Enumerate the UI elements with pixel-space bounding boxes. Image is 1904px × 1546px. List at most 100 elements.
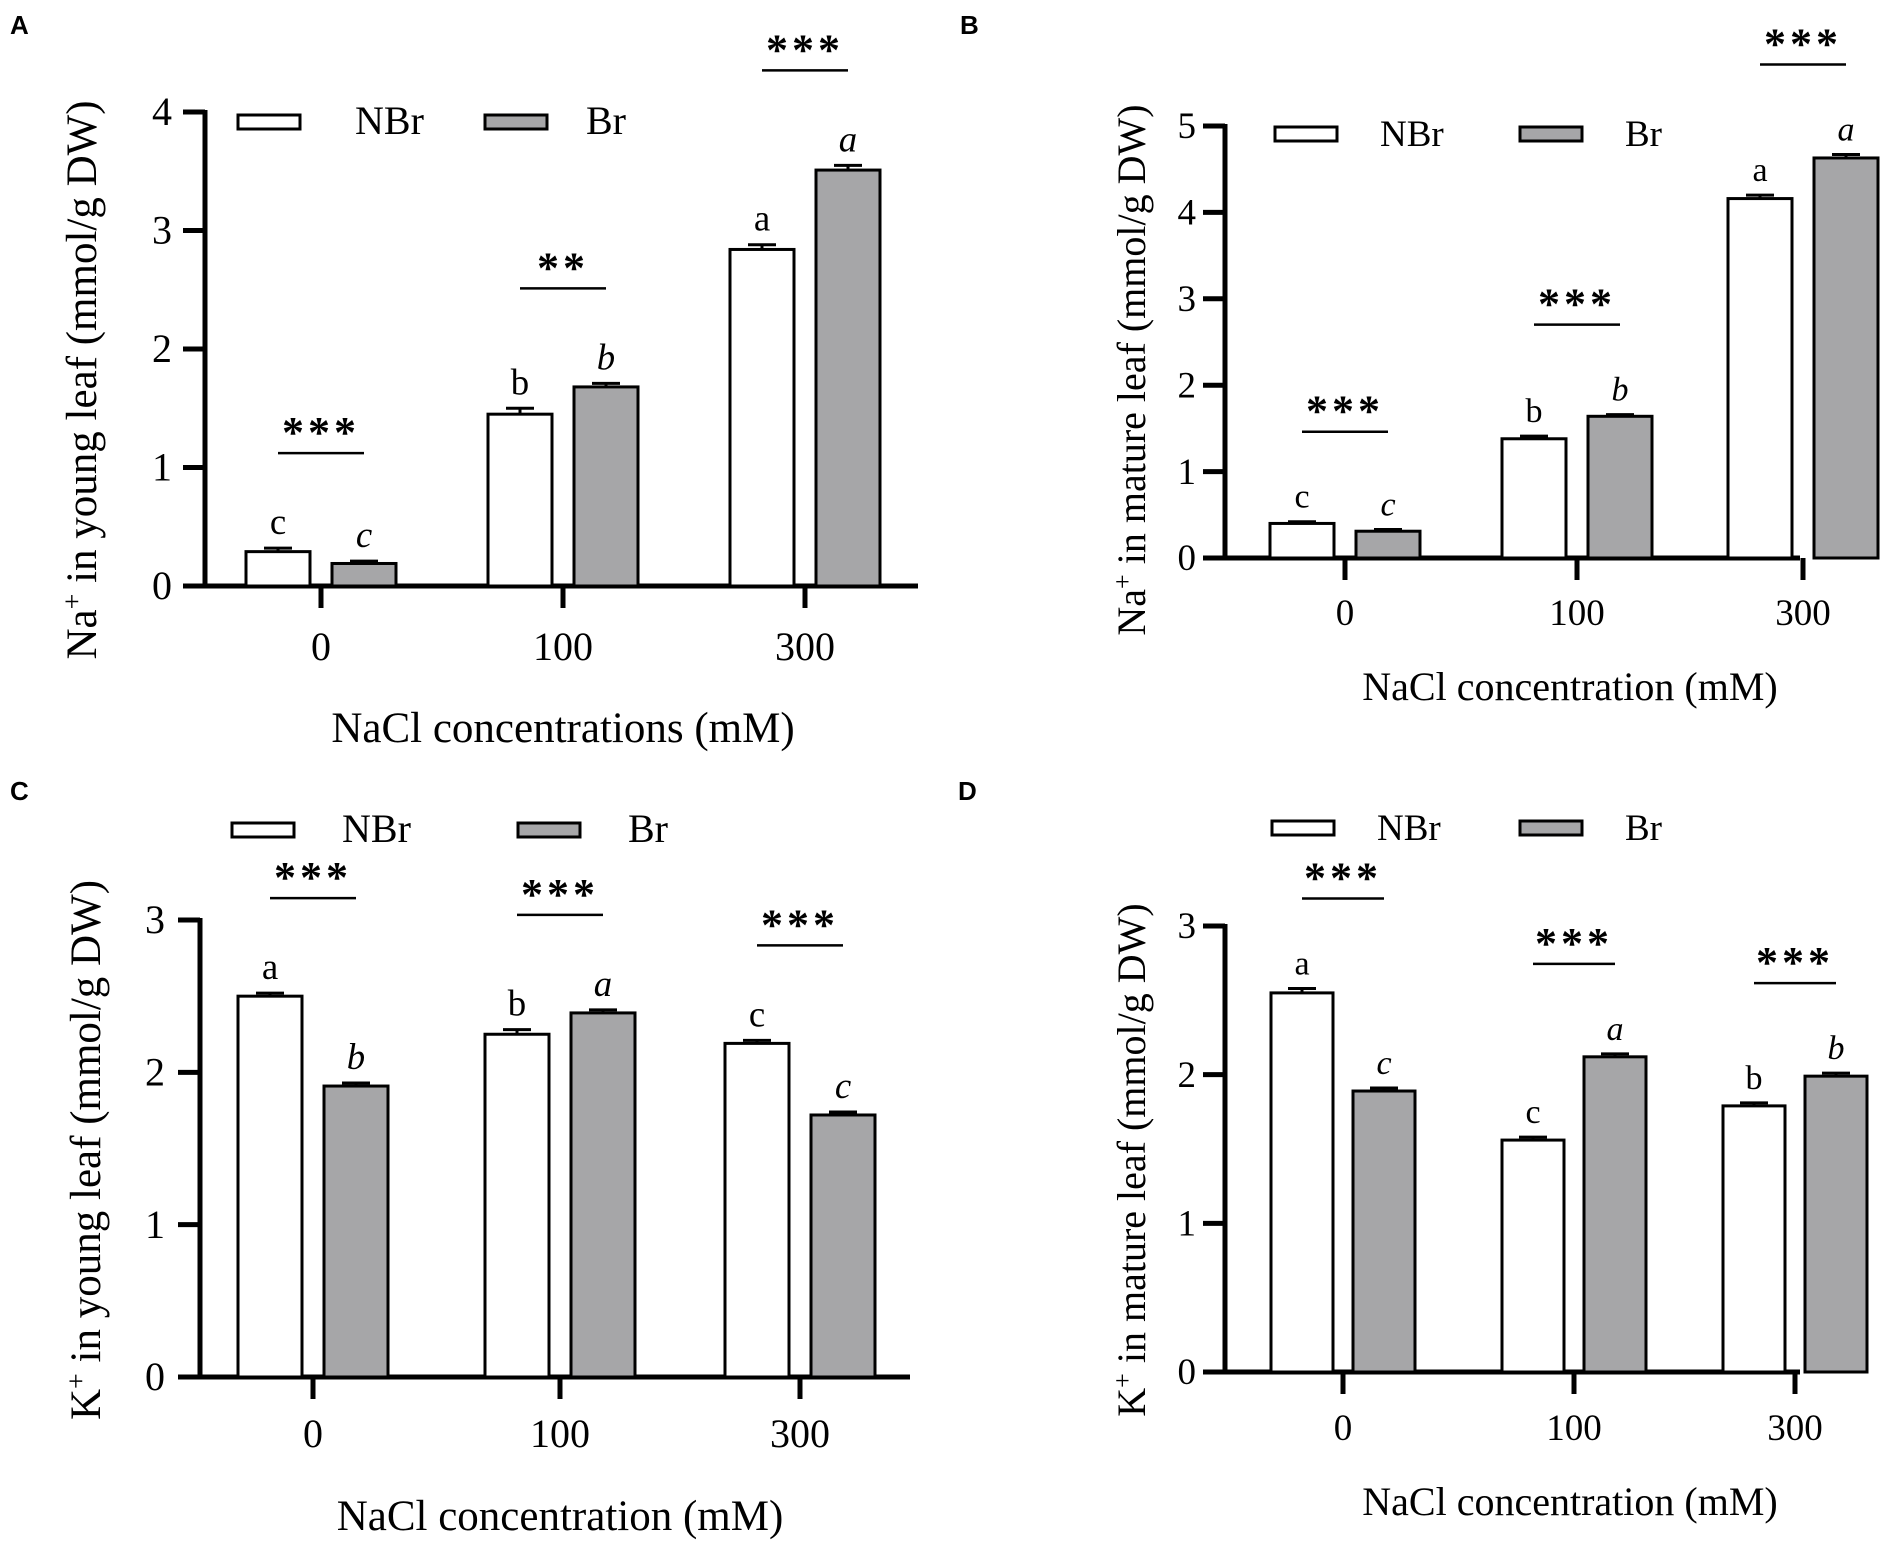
bar-br-100: [572, 385, 640, 588]
bars: a c c a b b: [1269, 945, 1869, 1374]
x-axis-label: NaCl concentration (mM): [1362, 1479, 1777, 1524]
y-tick-label: 2: [152, 326, 172, 371]
bar-nbr-0: [1269, 991, 1335, 1374]
x-tick-label: 0: [311, 624, 331, 669]
significance-letter: b: [1611, 372, 1628, 409]
y-label-superscript: +: [57, 594, 88, 610]
significance: *** *** ***: [1302, 853, 1836, 987]
y-label-ion: K: [63, 1389, 110, 1420]
panel-b: B 0 1 2 3 4 5 0 100 300 NaCl concentration (mM) Na+…: [960, 10, 1880, 709]
significance-letter: a: [1294, 945, 1309, 982]
panel-letter: A: [10, 10, 29, 40]
bar-nbr-300: [728, 247, 796, 588]
legend-label-nbr: NBr: [1380, 114, 1444, 155]
bar-br-300: [809, 1113, 877, 1379]
x-tick-label: 100: [530, 1411, 590, 1456]
y-label-rest: in mature leaf (mmol/g DW): [1109, 903, 1154, 1373]
axes: 0 1 2 3 0 100 300: [145, 897, 910, 1456]
significance-letter: a: [594, 963, 612, 1004]
significance-letter: b: [347, 1036, 365, 1077]
significance-letter: a: [1606, 1011, 1623, 1048]
significance-stars: ***: [1764, 20, 1842, 69]
y-tick-label: 1: [152, 445, 172, 490]
significance-letter: a: [1752, 152, 1767, 189]
y-axis-label: K+ in young leaf (mmol/g DW): [61, 880, 111, 1420]
panel-c: C 0 1 2 3 0 100 300 NaCl concentration (mM) K+ in…: [10, 776, 910, 1540]
significance-letter: c: [1294, 479, 1309, 516]
y-tick-label: 2: [1178, 365, 1197, 406]
bar-br-100: [1582, 1055, 1648, 1374]
legend-swatch-nbr: [1273, 125, 1339, 143]
x-tick-label: 100: [533, 624, 593, 669]
significance-letter: c: [1376, 1045, 1391, 1082]
y-label-superscript: +: [1108, 574, 1137, 589]
panel-letter: B: [960, 10, 979, 40]
significance-letter: c: [356, 514, 372, 555]
x-tick-label: 100: [1549, 593, 1605, 634]
legend: NBr Br: [230, 806, 668, 851]
significance-stars: ***: [1538, 280, 1616, 329]
panel-a: A 0 1 2 3 4 0 100 300 NaCl concentrations (mM) Na+…: [10, 10, 918, 752]
x-tick-label: 0: [1336, 593, 1355, 634]
bar-nbr-300: [1721, 1104, 1787, 1374]
legend-label-br: Br: [586, 98, 626, 143]
bar-nbr-0: [1268, 521, 1336, 560]
significance-letter: b: [508, 983, 526, 1024]
bar-br-100: [569, 1011, 637, 1379]
y-tick-label: 0: [1178, 1352, 1197, 1393]
significance-letter: c: [1380, 486, 1395, 523]
axes: 0 1 2 3 4 5 0 100 300: [1178, 106, 1831, 634]
y-tick-label: 3: [1178, 279, 1197, 320]
bar-br-0: [322, 1084, 390, 1379]
significance-letter: b: [511, 361, 529, 402]
legend-swatch-nbr: [236, 113, 302, 131]
y-tick-label: 3: [145, 897, 165, 942]
significance-letter: b: [1827, 1030, 1844, 1067]
panel-letter: C: [10, 776, 29, 806]
legend-label-br: Br: [1625, 114, 1662, 155]
y-tick-label: 1: [1178, 1204, 1197, 1245]
y-tick-label: 2: [145, 1050, 165, 1095]
significance-stars: ***: [274, 853, 352, 902]
x-tick-label: 300: [1767, 1408, 1823, 1449]
y-tick-label: 5: [1178, 106, 1197, 147]
bar-nbr-100: [486, 412, 554, 588]
bar-br-0: [330, 561, 398, 588]
x-axis-label: NaCl concentration (mM): [1362, 664, 1777, 709]
significance-stars: ***: [282, 408, 360, 457]
y-label-ion: Na: [59, 609, 106, 659]
legend-swatch-br: [1518, 125, 1584, 143]
significance-stars: ***: [766, 25, 844, 74]
y-label-superscript: +: [61, 1373, 92, 1389]
significance-letter: b: [597, 336, 615, 377]
bar-nbr-0: [244, 550, 312, 588]
significance-letter: c: [1525, 1094, 1540, 1131]
x-tick-label: 300: [1775, 593, 1831, 634]
legend: NBr Br: [236, 98, 626, 143]
y-label-superscript: +: [1108, 1373, 1137, 1388]
y-label-ion: Na: [1109, 589, 1154, 636]
y-axis-label: K+ in mature leaf (mmol/g DW): [1108, 903, 1155, 1416]
bar-br-300: [1803, 1074, 1869, 1374]
y-tick-label: 4: [1178, 193, 1197, 234]
y-axis-label: Na+ in mature leaf (mmol/g DW): [1108, 104, 1155, 635]
bar-br-0: [1354, 529, 1422, 560]
legend-swatch-nbr: [1270, 819, 1336, 837]
y-label-ion: K: [1109, 1388, 1154, 1417]
panel-letter: D: [958, 776, 977, 806]
y-axis-label: Na+ in young leaf (mmol/g DW): [57, 100, 107, 659]
legend-label-nbr: NBr: [342, 806, 411, 851]
x-tick-label: 0: [1334, 1408, 1353, 1449]
x-tick-label: 0: [303, 1411, 323, 1456]
legend-label-nbr: NBr: [1377, 808, 1441, 849]
y-tick-label: 1: [145, 1202, 165, 1247]
significance-letter: b: [1745, 1060, 1762, 1097]
legend: NBr Br: [1270, 808, 1662, 849]
legend-swatch-br: [516, 821, 582, 839]
bar-nbr-100: [1500, 437, 1568, 560]
y-tick-label: 0: [1178, 538, 1197, 579]
y-label-rest: in young leaf (mmol/g DW): [59, 100, 106, 593]
bar-br-300: [1812, 156, 1880, 560]
legend-swatch-br: [483, 113, 549, 131]
